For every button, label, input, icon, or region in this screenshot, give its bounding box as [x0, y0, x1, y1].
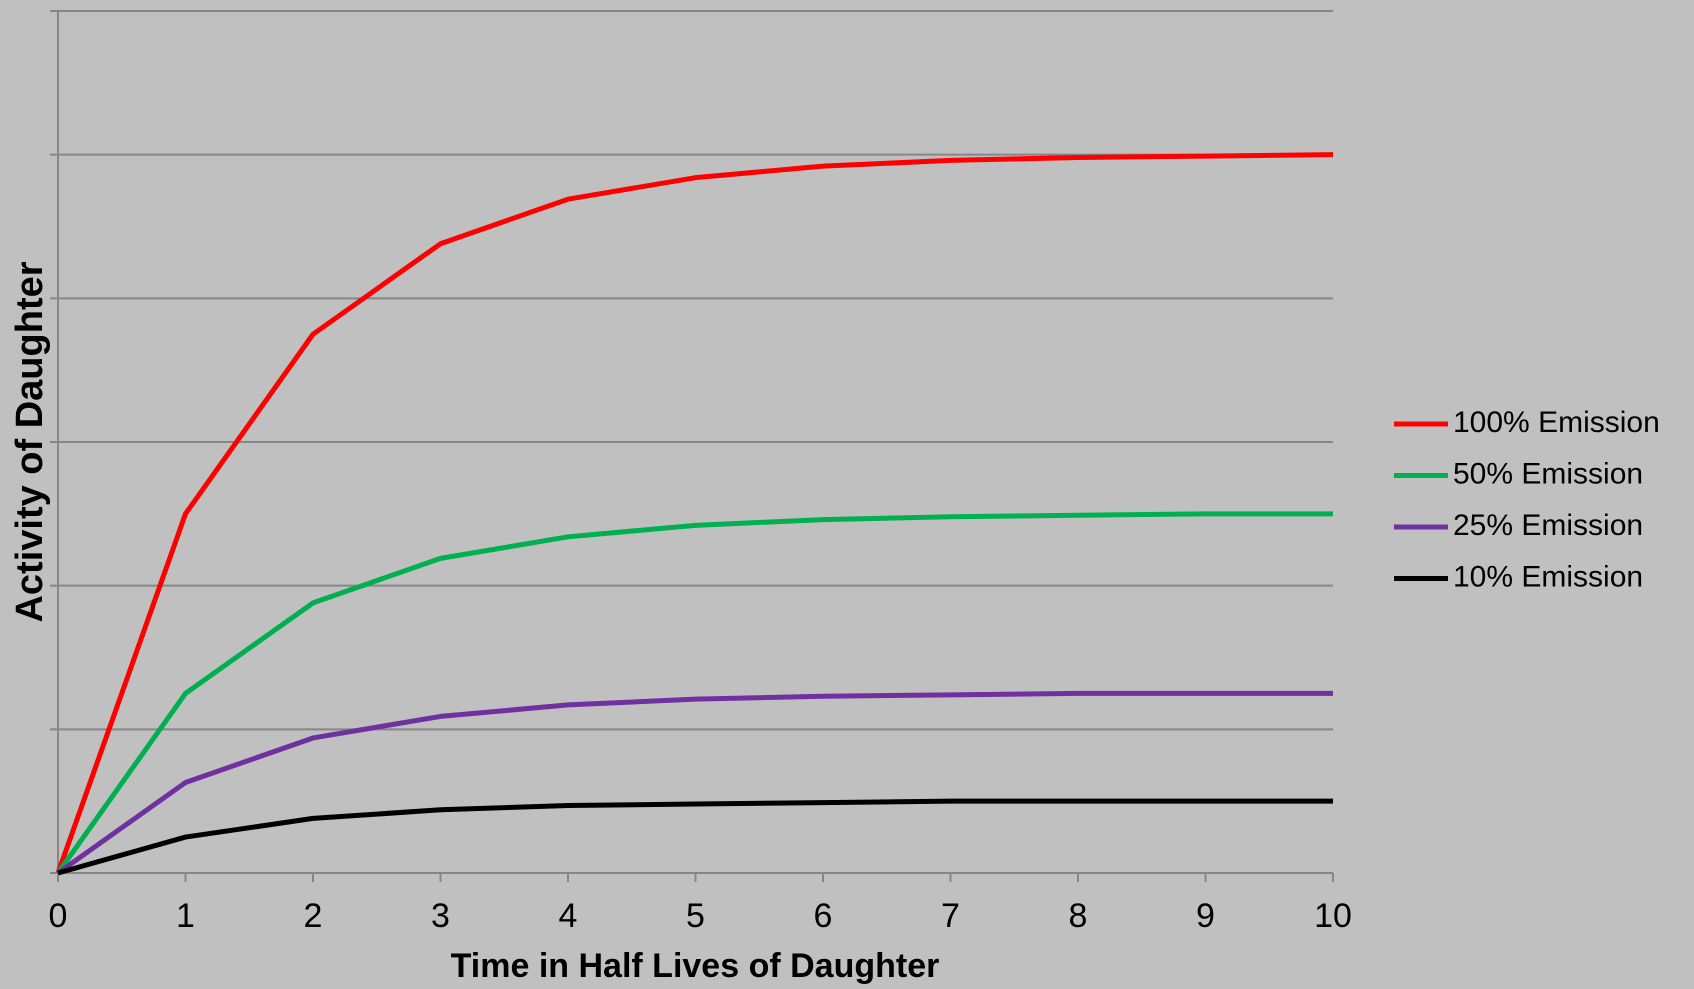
x-tick-label: 10 — [1314, 897, 1352, 935]
x-axis-title: Time in Half Lives of Daughter — [451, 947, 940, 985]
legend-label: 50% Emission — [1453, 457, 1643, 490]
x-tick-label: 9 — [1196, 897, 1215, 935]
data-line — [57, 798, 1333, 876]
legend-label: 100% Emission — [1453, 406, 1660, 439]
x-tick-label: 0 — [49, 897, 68, 935]
data-line — [55, 152, 1334, 874]
x-tick-label: 5 — [686, 897, 705, 935]
x-tick-label: 1 — [176, 897, 195, 935]
x-tick-label: 3 — [431, 897, 450, 935]
legend-label: 25% Emission — [1453, 509, 1643, 542]
y-axis-title: Activity of Daughter — [9, 261, 51, 622]
x-tick-label: 8 — [1069, 897, 1088, 935]
x-tick-label: 7 — [941, 897, 960, 935]
x-tick-label: 6 — [814, 897, 833, 935]
x-tick-label: 2 — [304, 897, 323, 935]
x-tick-label: 4 — [559, 897, 578, 935]
data-line — [56, 690, 1333, 876]
data-line — [55, 511, 1333, 875]
legend-label: 10% Emission — [1453, 560, 1643, 593]
